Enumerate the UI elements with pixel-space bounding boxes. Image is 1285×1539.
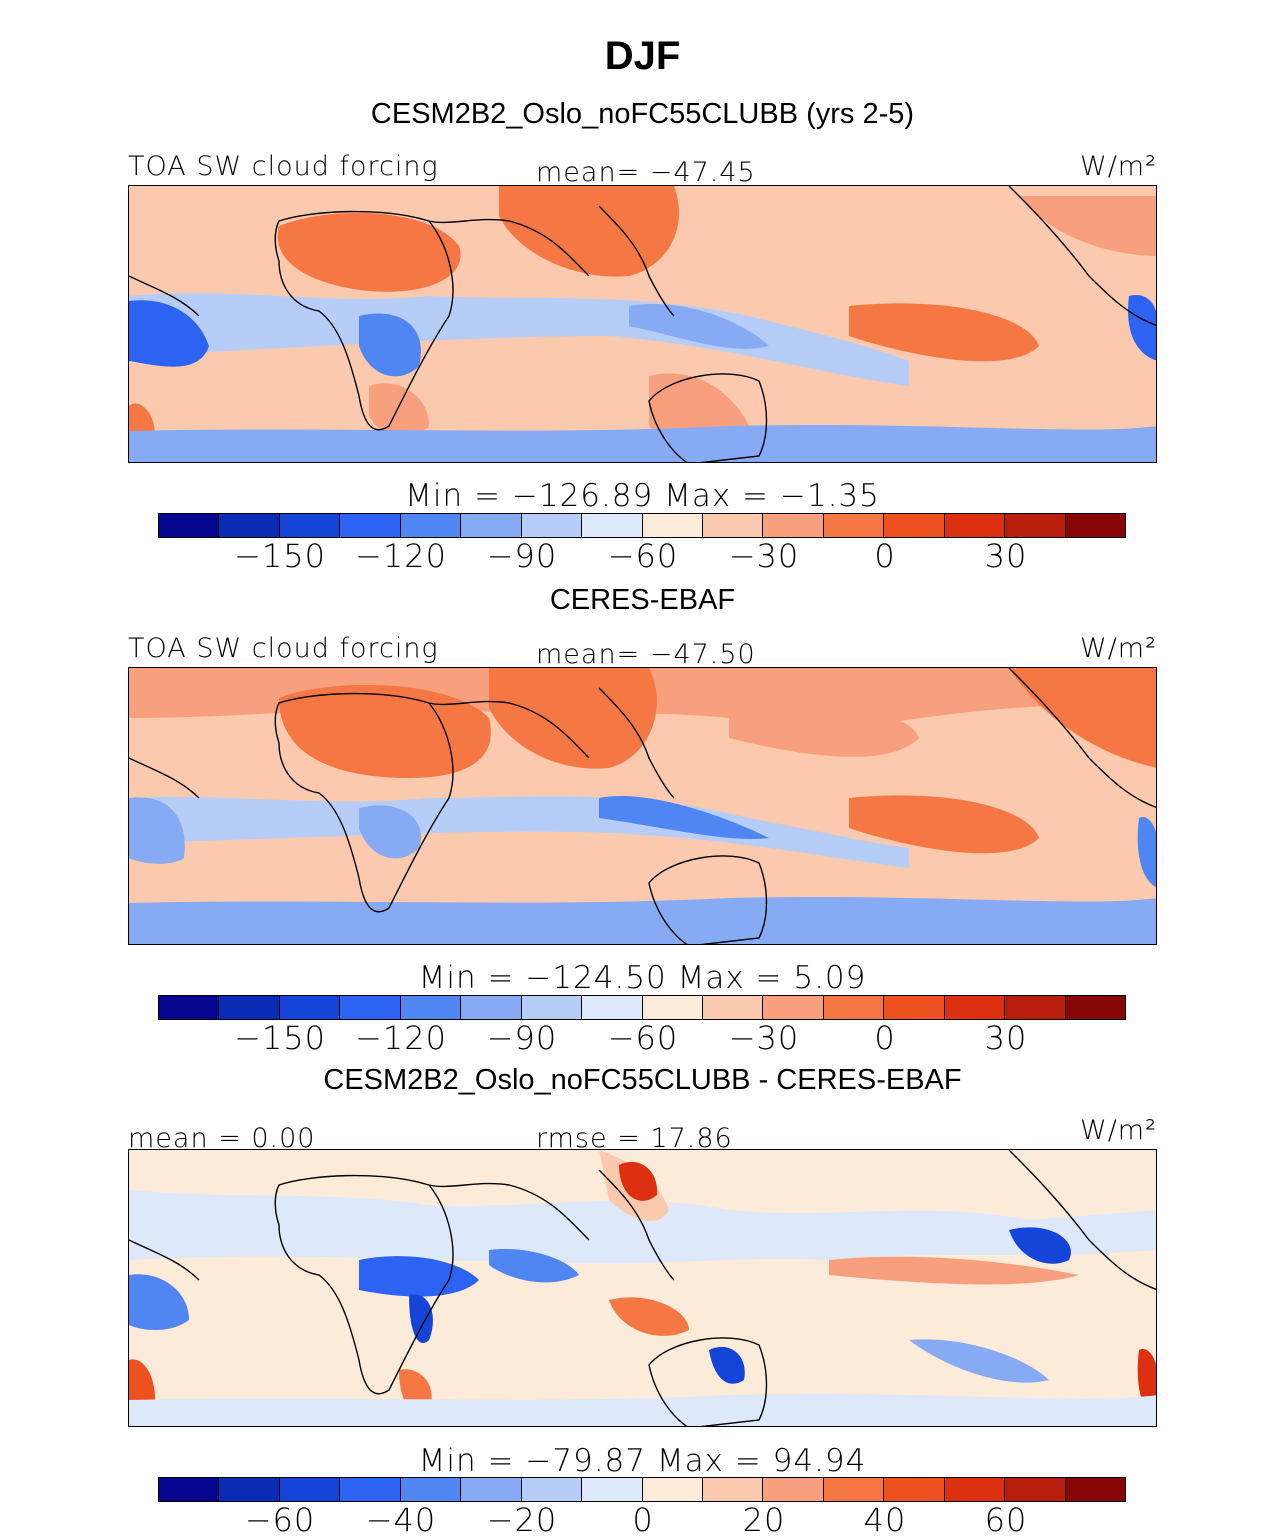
panel-2-map — [128, 667, 1157, 945]
panel-1-colorbar-swatch — [944, 514, 1006, 537]
panel-3-colorbar-tick: −20 — [486, 1501, 558, 1539]
figure-title: DJF — [604, 34, 681, 78]
panel-3-colorbar-swatch — [944, 1478, 1006, 1501]
panel-2-colorbar-tick: −30 — [728, 1019, 800, 1057]
panel-1-colorbar-swatch — [823, 514, 885, 537]
panel-2-variable-label: TOA SW cloud forcing — [128, 633, 439, 664]
panel-2-colorbar-swatch — [884, 996, 945, 1019]
panel-2-colorbar-swatch — [1005, 996, 1066, 1019]
panel-3-colorbar-tick: −40 — [365, 1501, 437, 1539]
panel-1-colorbar-swatch — [702, 514, 764, 537]
panel-1-units-label: W/m² — [1080, 151, 1157, 182]
panel-3-colorbar-tick: 20 — [742, 1501, 786, 1539]
panel-1-colorbar-swatch — [159, 514, 220, 537]
panel-3-colorbar-swatch — [279, 1478, 341, 1501]
panel-3-colorbar-swatch — [582, 1478, 643, 1501]
panel-3-colorbar-swatch — [1065, 1478, 1125, 1501]
panel-1-colorbar-tick: −90 — [486, 537, 558, 575]
panel-2-colorbar-tick: −60 — [607, 1019, 679, 1057]
panel-3-minmax: Min = −79.87 Max = 94.94 — [418, 1443, 867, 1479]
panel-3-colorbar — [158, 1477, 1126, 1502]
panel-1-colorbar-tick: 0 — [874, 537, 896, 575]
panel-1-heading: CESM2B2_Oslo_noFC55CLUBB (yrs 2-5) — [370, 98, 915, 130]
panel-1-colorbar-tick: −150 — [234, 537, 326, 575]
panel-2-heading: CERES-EBAF — [549, 584, 736, 616]
panel-2-colorbar-swatch — [582, 996, 643, 1019]
panel-1-colorbar-tick: −60 — [607, 537, 679, 575]
panel-2-colorbar — [158, 995, 1126, 1020]
panel-2-colorbar-swatch — [340, 996, 401, 1019]
panel-2-colorbar-tick: −90 — [486, 1019, 558, 1057]
panel-1-minmax: Min = −126.89 Max = −1.35 — [405, 478, 880, 514]
panel-2-colorbar-tick: −150 — [234, 1019, 326, 1057]
panel-1-colorbar-swatch — [340, 514, 401, 537]
panel-2-contour-field — [129, 668, 1156, 944]
panel-2-colorbar-tick: −120 — [355, 1019, 447, 1057]
panel-2-colorbar-swatch — [944, 996, 1006, 1019]
panel-3-colorbar-swatch — [461, 1478, 522, 1501]
panel-3-colorbar-swatch — [400, 1478, 462, 1501]
panel-2-colorbar-swatch — [219, 996, 280, 1019]
panel-1-colorbar-swatch — [461, 514, 522, 537]
panel-1-colorbar-tick: −30 — [728, 537, 800, 575]
panel-1-colorbar-swatch — [521, 514, 583, 537]
panel-1-map — [128, 185, 1157, 463]
panel-1-colorbar-swatch — [763, 514, 824, 537]
panel-2-mean-label: mean= −47.50 — [536, 639, 756, 670]
panel-2-colorbar-swatch — [823, 996, 885, 1019]
panel-3-rmse-label: rmse = 17.86 — [536, 1123, 733, 1154]
panel-1-colorbar-swatch — [1065, 514, 1125, 537]
panel-2-colorbar-swatch — [521, 996, 583, 1019]
panel-2-colorbar-swatch — [1065, 996, 1125, 1019]
panel-3-colorbar-swatch — [340, 1478, 401, 1501]
panel-2-colorbar-tick: 30 — [984, 1019, 1028, 1057]
panel-2-colorbar-swatch — [159, 996, 220, 1019]
panel-3-colorbar-swatch — [1005, 1478, 1066, 1501]
panel-2-colorbar-swatch — [400, 996, 462, 1019]
panel-3-colorbar-swatch — [763, 1478, 824, 1501]
panel-1-colorbar — [158, 513, 1126, 538]
panel-3-colorbar-swatch — [702, 1478, 764, 1501]
panel-2-colorbar-swatch — [461, 996, 522, 1019]
panel-2-colorbar-swatch — [763, 996, 824, 1019]
panel-2-colorbar-swatch — [642, 996, 703, 1019]
panel-3-mean-label: mean = 0.00 — [128, 1123, 316, 1154]
panel-3-colorbar-swatch — [884, 1478, 945, 1501]
panel-3-colorbar-tick: 0 — [632, 1501, 654, 1539]
panel-1-mean-label: mean= −47.45 — [536, 157, 756, 188]
panel-3-colorbar-tick: 40 — [863, 1501, 907, 1539]
panel-3-heading: CESM2B2_Oslo_noFC55CLUBB - CERES-EBAF — [323, 1064, 962, 1096]
panel-3-contour-field — [129, 1150, 1156, 1426]
panel-2-colorbar-swatch — [279, 996, 341, 1019]
panel-1-colorbar-swatch — [642, 514, 703, 537]
panel-2-minmax: Min = −124.50 Max = 5.09 — [418, 960, 867, 996]
panel-2-colorbar-swatch — [702, 996, 764, 1019]
panel-1-colorbar-tick: 30 — [984, 537, 1028, 575]
panel-1-colorbar-swatch — [279, 514, 341, 537]
panel-3-colorbar-swatch — [642, 1478, 703, 1501]
panel-3-colorbar-swatch — [219, 1478, 280, 1501]
panel-1-colorbar-tick: −120 — [355, 537, 447, 575]
panel-1-colorbar-swatch — [582, 514, 643, 537]
panel-3-colorbar-tick: 60 — [984, 1501, 1028, 1539]
panel-3-colorbar-swatch — [521, 1478, 583, 1501]
panel-1-contour-field — [129, 186, 1156, 462]
panel-3-units-label: W/m² — [1080, 1115, 1157, 1146]
panel-3-colorbar-tick: −60 — [244, 1501, 316, 1539]
panel-1-variable-label: TOA SW cloud forcing — [128, 151, 439, 182]
panel-3-colorbar-swatch — [823, 1478, 885, 1501]
panel-3-colorbar-swatch — [159, 1478, 220, 1501]
panel-2-colorbar-tick: 0 — [874, 1019, 896, 1057]
panel-1-colorbar-swatch — [219, 514, 280, 537]
panel-1-colorbar-swatch — [884, 514, 945, 537]
panel-1-colorbar-swatch — [400, 514, 462, 537]
panel-1-colorbar-swatch — [1005, 514, 1066, 537]
panel-2-units-label: W/m² — [1080, 633, 1157, 664]
panel-3-map — [128, 1149, 1157, 1427]
